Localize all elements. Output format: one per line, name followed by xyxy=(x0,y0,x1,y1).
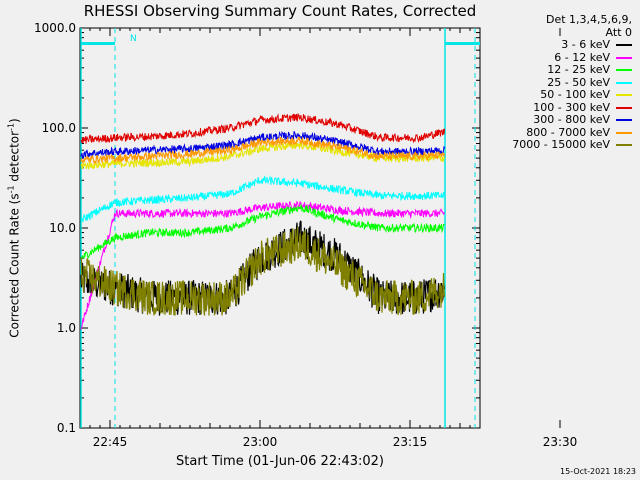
y-tick-label: 1000.0 xyxy=(34,21,76,35)
series-line-1 xyxy=(80,200,445,330)
legend-header-line-1: Det 1,3,4,5,6,9, xyxy=(545,13,632,26)
legend-entry: 3 - 6 keV xyxy=(512,38,632,52)
legend-entry: 7000 - 15000 keV xyxy=(512,138,632,152)
legend-label: 50 - 100 keV xyxy=(540,88,610,101)
legend-label: 7000 - 15000 keV xyxy=(512,138,610,151)
legend-entry: 300 - 800 keV xyxy=(512,113,632,127)
y-tick-label: 1.0 xyxy=(57,321,76,335)
legend-label: 100 - 300 keV xyxy=(533,100,610,114)
legend-label: 3 - 6 keV xyxy=(561,38,610,51)
legend-swatch xyxy=(616,44,632,47)
legend-entry: 50 - 100 keV xyxy=(512,88,632,102)
legend-swatch xyxy=(616,119,632,122)
x-tick-label: 23:30 xyxy=(543,435,578,449)
x-tick-label: 23:00 xyxy=(243,435,278,449)
y-tick-label: 0.1 xyxy=(57,421,76,435)
legend-swatch xyxy=(616,81,632,84)
legend-entry: 6 - 12 keV xyxy=(512,50,632,65)
legend: Det 1,3,4,5,6,9, Att 0 3 - 6 keV 6 - 12 k… xyxy=(512,13,632,152)
chart-title: RHESSI Observing Summary Count Rates, Co… xyxy=(83,2,477,20)
series-line-8 xyxy=(80,227,446,316)
legend-header-line-2: Att 0 xyxy=(605,25,632,39)
legend-label: 300 - 800 keV xyxy=(533,113,610,126)
legend-label: 800 - 7000 keV xyxy=(526,125,610,139)
series-line-6 xyxy=(80,130,445,160)
y-tick-label: 10.0 xyxy=(49,221,76,235)
x-tick-label: 23:15 xyxy=(393,435,428,449)
legend-swatch xyxy=(616,69,632,72)
series-line-3 xyxy=(80,175,445,223)
series-line-2 xyxy=(80,203,445,260)
legend-entry: 800 - 7000 keV xyxy=(512,125,632,140)
legend-entry: 12 - 25 keV xyxy=(512,63,632,77)
timestamp: 15-Oct-2021 18:23 xyxy=(560,467,636,476)
legend-entry: 25 - 50 keV xyxy=(512,75,632,90)
legend-label: 6 - 12 keV xyxy=(554,50,610,64)
x-axis-label: Start Time (01-Jun-06 22:43:02) xyxy=(176,454,384,469)
legend-swatch xyxy=(616,56,632,59)
legend-swatch xyxy=(616,94,632,97)
attenuator-label: N xyxy=(130,34,137,44)
series-line-7 xyxy=(80,136,445,165)
plot-frame xyxy=(79,27,481,429)
y-tick-label: 100.0 xyxy=(42,121,76,135)
legend-entry: 100 - 300 keV xyxy=(512,100,632,115)
legend-swatch xyxy=(616,106,632,109)
x-tick-label: 22:45 xyxy=(93,435,128,449)
series-line-0 xyxy=(80,220,446,316)
legend-swatch xyxy=(616,144,632,147)
series-line-5 xyxy=(80,113,445,144)
legend-label: 12 - 25 keV xyxy=(547,63,610,76)
legend-swatch xyxy=(616,131,632,134)
legend-label: 25 - 50 keV xyxy=(547,75,610,89)
